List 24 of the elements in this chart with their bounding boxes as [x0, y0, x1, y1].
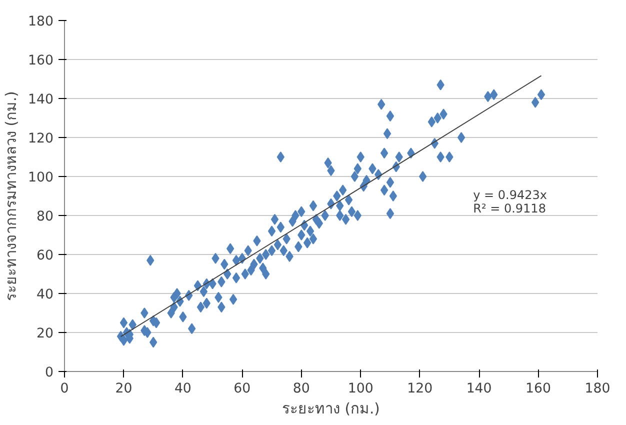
y-tick-label: 60 — [36, 248, 54, 264]
x-tick-label: 80 — [292, 382, 310, 396]
y-tick-label: 40 — [36, 288, 54, 302]
x-tick-label: 140 — [466, 382, 492, 396]
y-tick-label: 180 — [28, 14, 54, 30]
x-axis-title: ระยะทาง (กม.) — [282, 400, 380, 418]
y-tick-label: 80 — [36, 210, 54, 224]
x-tick-label: 180 — [584, 382, 610, 396]
y-tick-label: 120 — [28, 132, 54, 146]
annotation: y = 0.9423x — [473, 188, 548, 202]
y-tick-label: 20 — [36, 326, 54, 342]
y-tick-label: 140 — [28, 92, 54, 108]
x-tick-label: 20 — [115, 382, 132, 396]
x-tick-label: 120 — [407, 382, 433, 396]
x-tick-label: 60 — [234, 382, 251, 396]
x-tick-label: 0 — [60, 382, 69, 396]
y-tick-label: 100 — [28, 170, 54, 186]
y-axis-title: ระยะทางจากกรมทางหลวง (กม.) — [3, 91, 20, 301]
y-tick-label: 0 — [45, 366, 54, 380]
annotation: R² = 0.9118 — [473, 202, 546, 216]
x-tick-label: 100 — [348, 382, 374, 396]
x-tick-label: 40 — [174, 382, 192, 396]
x-tick-label: 160 — [526, 382, 552, 396]
y-tick-label: 160 — [28, 54, 54, 68]
